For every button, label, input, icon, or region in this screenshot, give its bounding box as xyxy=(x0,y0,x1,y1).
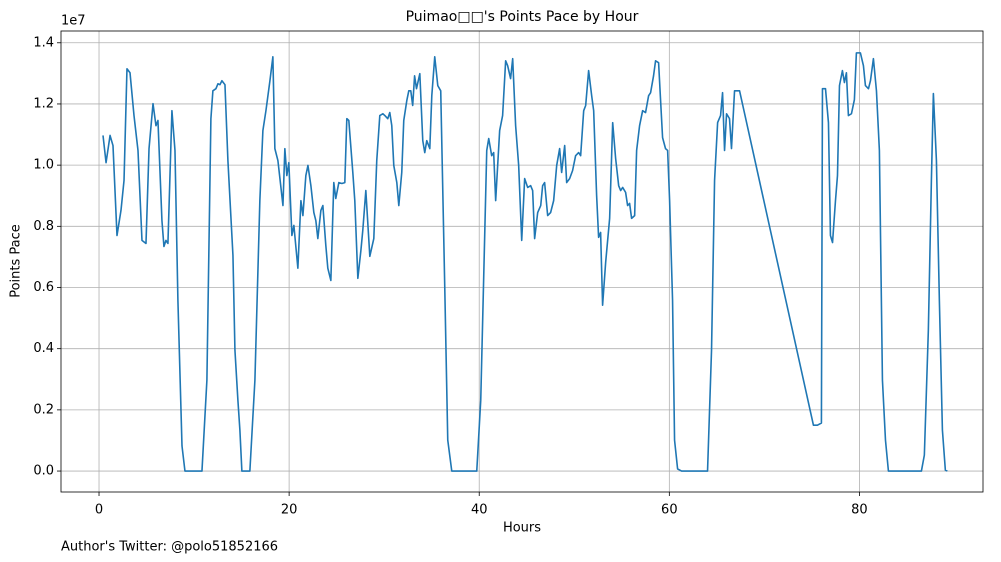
y-tick-label: 1.2 xyxy=(33,96,54,111)
x-axis-label: Hours xyxy=(503,521,541,536)
chart-title: Puimao□□'s Points Pace by Hour xyxy=(406,9,639,25)
plot-frame xyxy=(60,30,984,493)
x-tick-label: 0 xyxy=(95,503,103,518)
x-tick-label: 20 xyxy=(281,503,298,518)
y-tick-label: 0.8 xyxy=(33,219,54,234)
x-tick-label: 80 xyxy=(851,503,868,518)
footnote: Author's Twitter: @polo51852166 xyxy=(61,540,278,555)
y-tick-label: 1.4 xyxy=(33,35,54,50)
x-tick-label: 40 xyxy=(471,503,488,518)
y-tick-label: 1.0 xyxy=(33,158,54,173)
y-tick-label: 0.6 xyxy=(33,280,54,295)
y-tick-label: 0.2 xyxy=(33,402,54,417)
data-line xyxy=(102,52,948,472)
y-tick-label: 0.0 xyxy=(33,464,54,479)
y-tick-label: 0.4 xyxy=(33,341,54,356)
x-tick-label: 60 xyxy=(661,503,678,518)
y-axis-label: Points Pace xyxy=(9,224,24,298)
y-offset-label: 1e7 xyxy=(61,14,86,29)
